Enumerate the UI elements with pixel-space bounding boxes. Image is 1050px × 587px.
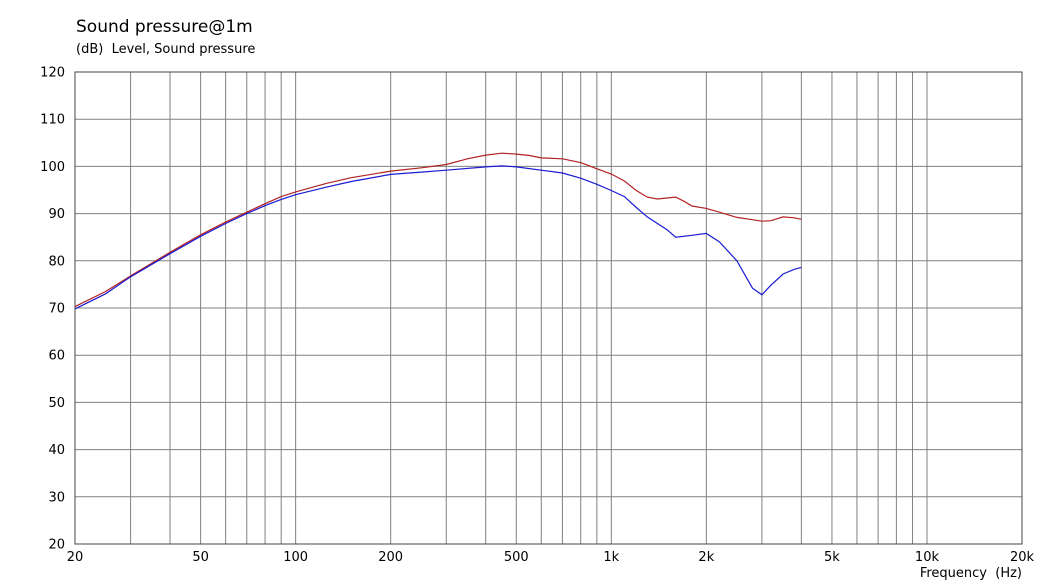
x-tick-label: 2k xyxy=(698,550,714,565)
y-tick-label: 80 xyxy=(48,254,65,269)
chart-subtitle: (dB) Level, Sound pressure xyxy=(76,42,256,57)
y-tick-label: 70 xyxy=(48,302,65,317)
x-tick-label: 500 xyxy=(504,550,529,565)
x-tick-label: 10k xyxy=(915,550,940,565)
y-tick-label: 100 xyxy=(40,160,65,175)
plot-frame xyxy=(74,71,1023,545)
y-tick-label: 50 xyxy=(48,396,65,411)
plot-curves xyxy=(74,152,802,310)
grid-lines xyxy=(75,71,1022,545)
x-tick-label: 100 xyxy=(283,550,308,565)
y-tick-label: 30 xyxy=(48,490,65,505)
x-tick-label: 20k xyxy=(1010,550,1035,565)
x-tick-label: 50 xyxy=(192,550,209,565)
y-tick-label: 20 xyxy=(48,538,65,553)
x-tick-label: 1k xyxy=(603,550,619,565)
y-tick-label: 40 xyxy=(48,443,65,458)
y-axis-ticks: 20 30 40 50 60 70 80 90 100 110 120 xyxy=(40,66,65,553)
y-tick-label: 110 xyxy=(40,113,65,128)
y-tick-label: 120 xyxy=(40,66,65,81)
x-tick-label: 20 xyxy=(67,550,84,565)
chart-title: Sound pressure@1m xyxy=(76,17,253,37)
y-tick-label: 90 xyxy=(48,207,65,222)
series-line-2 xyxy=(74,165,802,310)
x-tick-label: 5k xyxy=(824,550,840,565)
x-tick-label: 200 xyxy=(378,550,403,565)
x-axis-label: Frequency (Hz) xyxy=(919,566,1022,581)
x-axis-ticks: 20 50 100 200 500 1k 2k 5k 10k 20k xyxy=(67,550,1035,565)
y-tick-label: 60 xyxy=(48,349,65,364)
series-line-1 xyxy=(74,152,802,308)
